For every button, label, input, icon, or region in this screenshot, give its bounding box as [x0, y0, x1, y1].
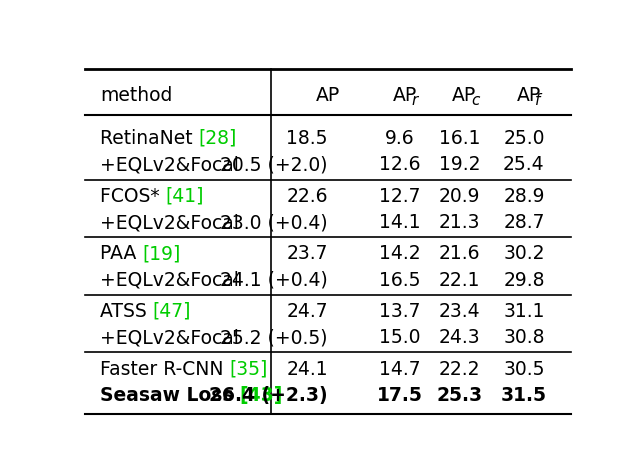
Text: 13.7: 13.7 [379, 301, 420, 320]
Text: 22.2: 22.2 [438, 359, 480, 378]
Text: +EQLv2&Focal: +EQLv2&Focal [100, 155, 239, 174]
Text: 30.2: 30.2 [503, 244, 545, 263]
Text: 31.1: 31.1 [503, 301, 545, 320]
Text: 12.7: 12.7 [379, 186, 420, 205]
Text: 30.8: 30.8 [503, 327, 545, 347]
Text: +EQLv2&Focal: +EQLv2&Focal [100, 270, 239, 289]
Text: 16.1: 16.1 [438, 129, 480, 148]
Text: 21.6: 21.6 [438, 244, 480, 263]
Text: Seasaw Loss: Seasaw Loss [100, 385, 240, 404]
Text: 19.2: 19.2 [438, 155, 480, 174]
Text: AP: AP [392, 86, 417, 105]
Text: 24.1: 24.1 [286, 359, 328, 378]
Text: 20.9: 20.9 [438, 186, 480, 205]
Text: 24.3: 24.3 [438, 327, 480, 347]
Text: 21.3: 21.3 [438, 213, 480, 232]
Text: 23.7: 23.7 [287, 244, 328, 263]
Text: +EQLv2&Focal: +EQLv2&Focal [100, 327, 239, 347]
Text: 14.2: 14.2 [379, 244, 420, 263]
Text: 23.4: 23.4 [438, 301, 480, 320]
Text: 18.5: 18.5 [287, 129, 328, 148]
Text: RetinaNet: RetinaNet [100, 129, 198, 148]
Text: [28]: [28] [198, 129, 237, 148]
Text: 25.0: 25.0 [503, 129, 545, 148]
Text: 24.7: 24.7 [286, 301, 328, 320]
Text: 22.1: 22.1 [438, 270, 480, 289]
Text: 17.5: 17.5 [377, 385, 423, 404]
Text: 24.1 (+0.4): 24.1 (+0.4) [220, 270, 328, 289]
Text: 31.5: 31.5 [501, 385, 547, 404]
Text: 22.6: 22.6 [287, 186, 328, 205]
Text: 25.4: 25.4 [503, 155, 545, 174]
Text: method: method [100, 86, 172, 105]
Text: [35]: [35] [229, 359, 268, 378]
Text: FCOS*: FCOS* [100, 186, 166, 205]
Text: PAA: PAA [100, 244, 142, 263]
Text: 20.5 (+2.0): 20.5 (+2.0) [221, 155, 328, 174]
Text: AP: AP [316, 86, 340, 105]
Text: 28.9: 28.9 [503, 186, 545, 205]
Text: AP: AP [452, 86, 476, 105]
Text: f: f [535, 93, 541, 108]
Text: 25.3: 25.3 [436, 385, 483, 404]
Text: +EQLv2&Focal: +EQLv2&Focal [100, 213, 239, 232]
Text: Faster R-CNN: Faster R-CNN [100, 359, 229, 378]
Text: 25.2 (+0.5): 25.2 (+0.5) [221, 327, 328, 347]
Text: 28.7: 28.7 [503, 213, 545, 232]
Text: 30.5: 30.5 [503, 359, 545, 378]
Text: ATSS: ATSS [100, 301, 152, 320]
Text: 26.4 (+2.3): 26.4 (+2.3) [209, 385, 328, 404]
Text: 12.6: 12.6 [379, 155, 420, 174]
Text: [47]: [47] [152, 301, 191, 320]
Text: AP: AP [516, 86, 541, 105]
Text: c: c [471, 93, 479, 108]
Text: [19]: [19] [142, 244, 180, 263]
Text: 14.1: 14.1 [379, 213, 420, 232]
Text: 9.6: 9.6 [385, 129, 415, 148]
Text: [41]: [41] [166, 186, 204, 205]
Text: 16.5: 16.5 [379, 270, 420, 289]
Text: 29.8: 29.8 [503, 270, 545, 289]
Text: 15.0: 15.0 [379, 327, 420, 347]
Text: 14.7: 14.7 [379, 359, 420, 378]
Text: 23.0 (+0.4): 23.0 (+0.4) [220, 213, 328, 232]
Text: [43]: [43] [240, 385, 284, 404]
Text: r: r [412, 93, 417, 108]
